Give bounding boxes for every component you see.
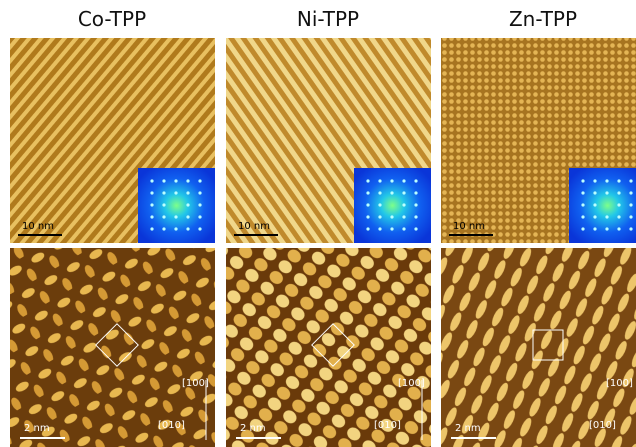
fft-spot — [414, 203, 417, 206]
fft-spot — [402, 191, 405, 194]
fft-spot — [198, 227, 201, 230]
fft-spot — [581, 191, 584, 194]
fft-spot — [617, 227, 620, 230]
fft-spot — [629, 203, 632, 206]
fft-spot — [605, 227, 608, 230]
fft-spot — [390, 191, 393, 194]
fft-spot — [414, 227, 417, 230]
fft-spot — [174, 191, 177, 194]
fft-spot — [366, 227, 369, 230]
fft-spot — [378, 191, 381, 194]
fft-spot — [414, 191, 417, 194]
fft-spot — [162, 203, 165, 206]
fft-spot — [378, 215, 381, 218]
fft-spot — [174, 215, 177, 218]
fft-spot — [402, 203, 405, 206]
scale-bar-label: 2 nm — [240, 423, 266, 434]
scale-bar-label: 10 nm — [22, 221, 54, 232]
direction-label: [100] — [398, 378, 425, 389]
direction-label: [100] — [182, 378, 209, 389]
column-title: Co-TPP — [78, 7, 146, 31]
fft-spot — [162, 227, 165, 230]
fft-spot — [605, 179, 608, 182]
fft-spot — [629, 191, 632, 194]
detail-image — [226, 248, 431, 447]
fft-spot — [366, 215, 369, 218]
fft-spot — [174, 227, 177, 230]
fft-spot — [378, 227, 381, 230]
fft-spot — [605, 215, 608, 218]
fft-spot — [390, 227, 393, 230]
fft-spot — [198, 179, 201, 182]
fft-spot — [629, 215, 632, 218]
fft-spot — [366, 203, 369, 206]
fft-spot — [402, 227, 405, 230]
scale-bar-label: 2 nm — [455, 423, 481, 434]
column-title: Ni-TPP — [297, 7, 359, 31]
figure: Co-TPP 10 nm 2 nm [100] [010] Ni-TPP 10 nm 2 nm… — [0, 0, 636, 447]
fft-spot — [617, 215, 620, 218]
fft-spot — [617, 203, 620, 206]
fft-spot — [150, 215, 153, 218]
fft-spot — [581, 215, 584, 218]
fft-spot — [617, 191, 620, 194]
fft-spot — [581, 179, 584, 182]
direction-label: [100] — [606, 378, 633, 389]
fft-spot — [198, 191, 201, 194]
fft-spot — [402, 179, 405, 182]
fft-spot — [402, 215, 405, 218]
fft-spot — [186, 227, 189, 230]
fft-spot — [593, 203, 596, 206]
fft-spot — [198, 203, 201, 206]
fft-inset — [569, 168, 636, 243]
fft-spot — [581, 203, 584, 206]
fft-spot — [593, 215, 596, 218]
direction-label: [010] — [158, 420, 185, 431]
fft-spot — [617, 179, 620, 182]
fft-spot — [593, 179, 596, 182]
scale-bar-label: 10 nm — [238, 221, 270, 232]
fft-spot — [366, 191, 369, 194]
fft-spot — [629, 179, 632, 182]
scale-bar-label: 10 nm — [453, 221, 485, 232]
fft-spot — [162, 215, 165, 218]
fft-spot — [150, 191, 153, 194]
fft-spot — [174, 179, 177, 182]
fft-spot — [629, 227, 632, 230]
fft-spot — [186, 203, 189, 206]
fft-spot — [186, 191, 189, 194]
fft-spot — [366, 179, 369, 182]
column-title: Zn-TPP — [509, 7, 577, 31]
fft-spot — [198, 215, 201, 218]
fft-spot — [162, 191, 165, 194]
fft-spot — [581, 227, 584, 230]
fft-spot — [162, 179, 165, 182]
fft-spot — [414, 179, 417, 182]
direction-label: [010] — [589, 420, 616, 431]
fft-inset — [354, 168, 431, 243]
fft-inset — [138, 168, 215, 243]
fft-spot — [150, 227, 153, 230]
fft-spot — [378, 203, 381, 206]
fft-spot — [150, 179, 153, 182]
fft-spot — [150, 203, 153, 206]
direction-label: [010] — [374, 420, 401, 431]
scale-bar-label: 2 nm — [24, 423, 50, 434]
fft-spot — [390, 215, 393, 218]
fft-spot — [593, 227, 596, 230]
fft-spot — [186, 179, 189, 182]
fft-spot — [186, 215, 189, 218]
fft-spot — [378, 179, 381, 182]
fft-spot — [605, 191, 608, 194]
detail-image — [441, 248, 636, 447]
fft-spot — [390, 179, 393, 182]
fft-spot — [593, 191, 596, 194]
detail-image — [10, 248, 215, 447]
fft-spot — [414, 215, 417, 218]
